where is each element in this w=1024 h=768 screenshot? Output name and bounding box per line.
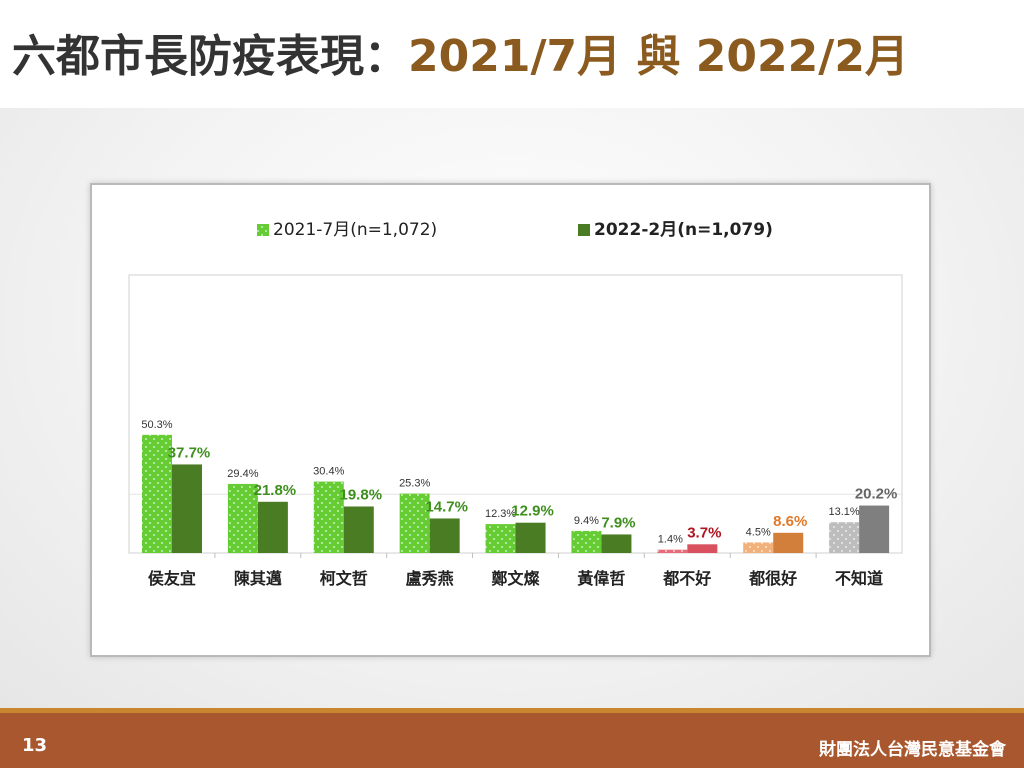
data-label-2021-7: 12.3%: [485, 508, 516, 520]
data-label-2021-7: 25.3%: [399, 478, 430, 490]
data-label-2022-2: 12.9%: [511, 503, 554, 520]
bar-2022-2: [515, 522, 546, 553]
data-label-2022-2: 7.9%: [601, 514, 635, 531]
data-label-2022-2: 8.6%: [773, 513, 807, 530]
bar-2021-7-pattern: [657, 549, 688, 553]
bar-2022-2: [429, 518, 460, 553]
data-label-2021-7: 9.4%: [574, 515, 599, 527]
legend-label-2021-7: 2021-7月(n=1,072): [273, 220, 437, 240]
bar-2022-2: [773, 532, 804, 553]
data-label-2022-2: 20.2%: [855, 486, 898, 503]
bar-2022-2: [257, 501, 288, 553]
data-label-2021-7: 1.4%: [658, 534, 683, 546]
bar-2022-2: [687, 544, 718, 553]
bar-2021-7-pattern: [571, 530, 602, 553]
data-label-2021-7: 50.3%: [141, 419, 172, 431]
slide-title: 六都市長防疫表現：2021/7月 與 2022/2月: [12, 22, 909, 92]
data-label-2021-7: 4.5%: [746, 526, 771, 538]
category-label: 盧秀燕: [406, 569, 454, 588]
category-label: 陳其邁: [234, 569, 282, 588]
footer-band: 13 財團法人台灣民意基金會: [0, 708, 1024, 768]
data-label-2022-2: 21.8%: [254, 482, 297, 499]
data-label-2021-7: 29.4%: [227, 468, 258, 480]
data-label-2022-2: 14.7%: [425, 498, 468, 515]
category-label: 黃偉哲: [576, 569, 625, 588]
category-label: 柯文哲: [320, 569, 368, 588]
bar-2021-7-pattern: [142, 434, 172, 553]
organization-name: 財團法人台灣民意基金會: [819, 740, 1006, 760]
page-number: 13: [22, 735, 48, 756]
bar-2021-7-pattern: [485, 524, 516, 553]
bar-2021-7-pattern: [399, 493, 430, 553]
legend-swatch-pattern: [257, 224, 269, 236]
bar-2022-2: [343, 506, 374, 553]
slide-title-accent: 2021/7月 與 2022/2月: [408, 31, 909, 82]
data-label-2021-7: 30.4%: [313, 466, 344, 478]
bar-2021-7-pattern: [227, 483, 258, 553]
category-label: 都很好: [748, 569, 797, 588]
slide-title-separator: ：: [364, 31, 408, 82]
chart-frame: 50.3% 37.7% 侯友宜 29.4% 21.8% 陳其邁 30.4% 19.8% 柯文哲 2…: [90, 183, 931, 657]
legend-swatch-2022-2: [578, 224, 590, 236]
bar-2021-7-pattern: [743, 542, 774, 553]
category-label: 不知道: [835, 569, 883, 588]
category-label: 侯友宜: [148, 569, 196, 588]
bar-2021-7-pattern: [313, 481, 344, 553]
bar-chart: 50.3% 37.7% 侯友宜 29.4% 21.8% 陳其邁 30.4% 19.8% 柯文哲 2…: [128, 220, 903, 588]
bar-2022-2: [601, 534, 632, 553]
bar-2022-2: [172, 464, 202, 553]
slide-title-main: 六都市長防疫表現: [12, 31, 364, 82]
data-label-2022-2: 3.7%: [687, 524, 721, 541]
data-label-2022-2: 37.7%: [168, 444, 211, 461]
category-label: 鄭文燦: [491, 569, 540, 588]
data-label-2022-2: 19.8%: [340, 486, 383, 503]
legend-label-2022-2: 2022-2月(n=1,079): [594, 220, 773, 240]
data-label-2021-7: 13.1%: [829, 506, 860, 518]
bar-2022-2: [859, 505, 890, 553]
category-label: 都不好: [662, 569, 711, 588]
bar-2021-7-pattern: [829, 522, 860, 553]
